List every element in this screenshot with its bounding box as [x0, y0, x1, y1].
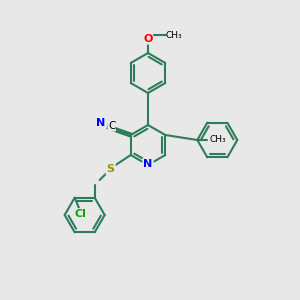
Text: CH₃: CH₃: [166, 31, 183, 40]
Text: O: O: [143, 34, 153, 44]
Text: N: N: [96, 118, 105, 128]
Text: Cl: Cl: [75, 209, 87, 219]
Text: CH₃: CH₃: [209, 136, 226, 145]
Text: N: N: [143, 159, 153, 169]
Text: S: S: [107, 164, 115, 174]
Text: C: C: [108, 121, 116, 131]
